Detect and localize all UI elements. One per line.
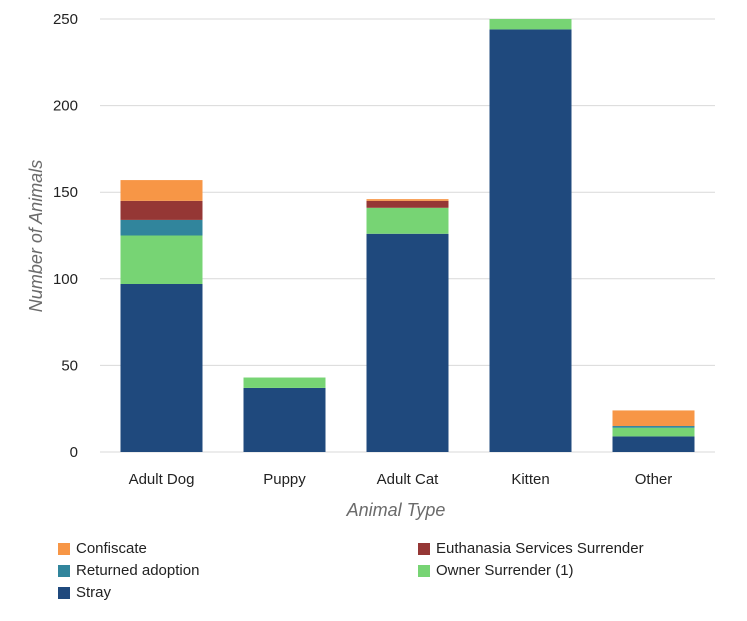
bar-segment-returned-adoption-adult-dog — [120, 219, 203, 236]
legend-label: Returned adoption — [76, 562, 200, 579]
y-tick-label: 100 — [53, 271, 78, 288]
x-tick-label: Adult Dog — [129, 471, 195, 488]
legend-label: Euthanasia Services Surrender — [436, 540, 644, 557]
bar-segment-owner-surrender-1-other — [612, 427, 695, 437]
bar-segment-euthanasia-services-surrender-adult-dog — [120, 200, 203, 220]
bar-segment-owner-surrender-1-adult-cat — [366, 207, 449, 234]
legend-swatch — [58, 564, 70, 577]
y-tick-label: 250 — [53, 11, 78, 28]
bar-segment-stray-adult-cat — [366, 233, 449, 452]
legend-swatch — [58, 542, 70, 555]
legend-item: Euthanasia Services Surrender — [418, 540, 644, 557]
x-tick-label: Puppy — [263, 471, 306, 488]
bar-segment-stray-adult-dog — [120, 283, 203, 452]
y-tick-label: 0 — [70, 444, 78, 461]
legend-label: Confiscate — [76, 540, 147, 557]
legend-label: Stray — [76, 584, 112, 601]
legend-item: Confiscate — [58, 540, 147, 557]
y-tick-label: 150 — [53, 184, 78, 201]
x-tick-label: Other — [635, 471, 673, 488]
bars — [120, 19, 695, 453]
y-axis-title: Number of Animals — [26, 160, 46, 312]
bar-segment-confiscate-adult-dog — [120, 180, 203, 201]
y-axis-ticks: 0 50 100 150 200 250 — [53, 11, 78, 461]
bar-segment-owner-surrender-1-adult-dog — [120, 235, 203, 284]
legend-item: Owner Surrender (1) — [418, 562, 574, 579]
legend-item: Stray — [58, 584, 111, 601]
x-axis-ticks: Adult Dog Puppy Adult Cat Kitten Other — [129, 471, 673, 488]
bar-segment-confiscate-other — [612, 410, 695, 427]
y-tick-label: 200 — [53, 98, 78, 115]
x-tick-label: Kitten — [511, 471, 549, 488]
legend-item: Returned adoption — [58, 562, 199, 579]
bar-segment-stray-puppy — [243, 387, 326, 452]
bar-segment-owner-surrender-1-kitten — [489, 19, 572, 30]
bar-segment-returned-adoption-other — [612, 426, 695, 428]
y-tick-label: 50 — [61, 357, 78, 374]
bar-segment-owner-surrender-1-puppy — [243, 377, 326, 388]
bar-segment-euthanasia-services-surrender-adult-cat — [366, 200, 449, 208]
legend-label: Owner Surrender (1) — [436, 562, 574, 579]
legend-swatch — [418, 542, 430, 555]
legend-swatch — [58, 586, 70, 599]
x-tick-label: Adult Cat — [377, 471, 440, 488]
bar-segment-stray-other — [612, 436, 695, 452]
bar-segment-stray-kitten — [489, 29, 572, 453]
x-axis-title: Animal Type — [346, 500, 446, 520]
bar-segment-confiscate-adult-cat — [366, 199, 449, 201]
legend-swatch — [418, 564, 430, 577]
